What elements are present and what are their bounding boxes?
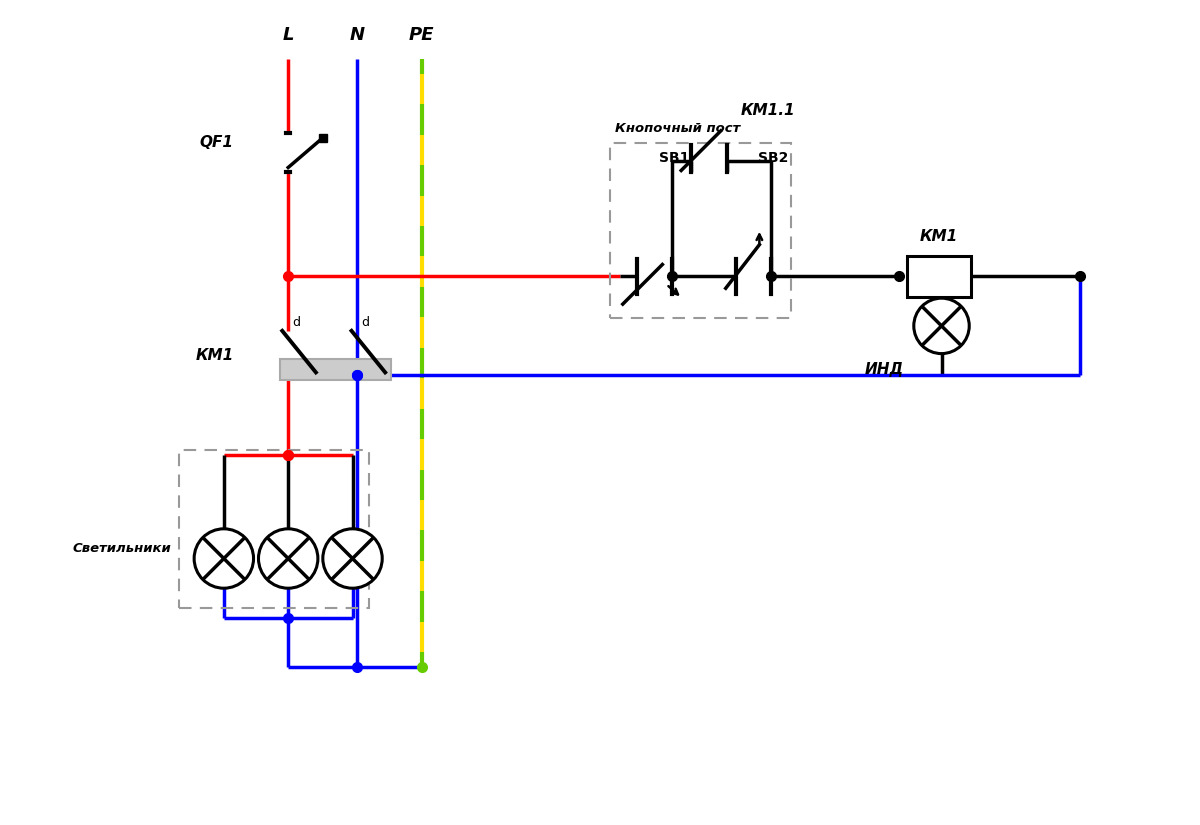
- Text: КМ1: КМ1: [920, 229, 958, 243]
- Circle shape: [194, 529, 253, 588]
- Bar: [610, 143, 791, 318]
- Bar: [179, 450, 370, 608]
- Text: PE: PE: [409, 26, 434, 44]
- Text: d: d: [361, 316, 370, 329]
- Text: QF1: QF1: [199, 135, 234, 150]
- Bar: [281, 359, 391, 380]
- Text: Кнопочный пост: Кнопочный пост: [614, 122, 740, 134]
- Text: d: d: [292, 316, 300, 329]
- Text: N: N: [350, 26, 365, 44]
- Text: КМ1: КМ1: [196, 348, 234, 363]
- Text: SB2: SB2: [758, 151, 788, 165]
- Text: L: L: [282, 26, 294, 44]
- Text: ИНД: ИНД: [865, 361, 904, 376]
- Bar: [907, 256, 971, 297]
- Circle shape: [323, 529, 383, 588]
- Text: SB1: SB1: [659, 151, 690, 165]
- Text: КМ1.1: КМ1.1: [740, 103, 796, 118]
- Text: Светильники: Светильники: [73, 542, 172, 555]
- Circle shape: [913, 298, 970, 354]
- Circle shape: [258, 529, 318, 588]
